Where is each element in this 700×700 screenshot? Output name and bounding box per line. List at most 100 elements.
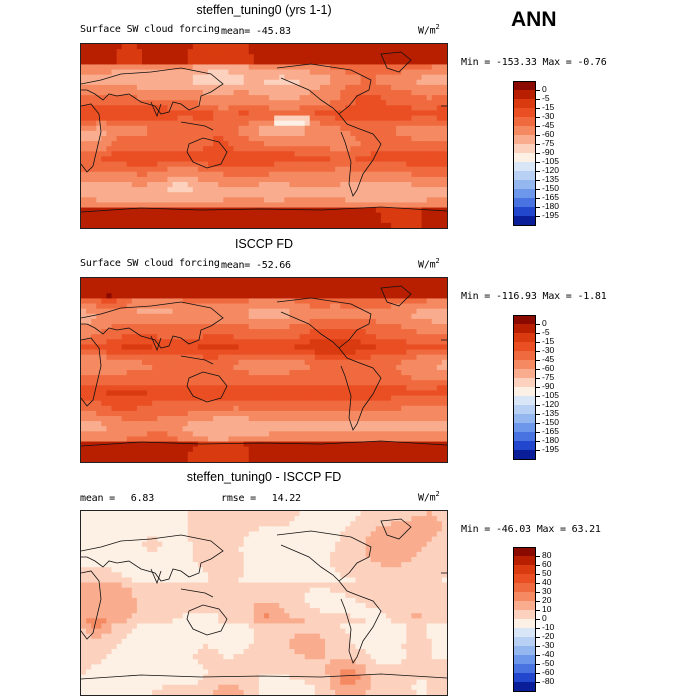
colorbar-tick xyxy=(536,216,540,217)
colorbar-swatch xyxy=(513,547,536,557)
colorbar-level-label: -120 xyxy=(542,165,560,175)
colorbar-level-label: 20 xyxy=(542,595,552,605)
colorbar-swatch xyxy=(513,592,536,602)
colorbar-tick xyxy=(536,162,540,163)
colorbar-tick xyxy=(536,342,540,343)
colorbar-swatch xyxy=(513,574,536,584)
colorbar-tick xyxy=(536,592,540,593)
panel-2-mean-value: -52.66 xyxy=(255,260,291,271)
colorbar-swatch xyxy=(513,619,536,629)
colorbar-level-label: -60 xyxy=(542,363,555,373)
colorbar-tick xyxy=(536,369,540,370)
colorbar-swatch xyxy=(513,450,536,460)
colorbar-swatch xyxy=(513,565,536,575)
colorbar-level-label: -195 xyxy=(542,444,560,454)
colorbar-level-label: -90 xyxy=(542,147,555,157)
panel-2-mean: mean= -52.66 xyxy=(221,260,291,271)
colorbar-tick xyxy=(536,637,540,638)
colorbar-swatch xyxy=(513,180,536,190)
colorbar-tick xyxy=(536,405,540,406)
colorbar-tick xyxy=(536,126,540,127)
colorbar-level-label: 30 xyxy=(542,586,552,596)
colorbar-level-label: -60 xyxy=(542,129,555,139)
colorbar-level-label: -5 xyxy=(542,93,550,103)
colorbar-swatch xyxy=(513,99,536,109)
colorbar-tick xyxy=(536,441,540,442)
units-text: W/m xyxy=(418,492,436,504)
colorbar-tick xyxy=(536,655,540,656)
colorbar-swatch xyxy=(513,90,536,100)
units-exponent: 2 xyxy=(435,490,440,498)
colorbar-tick xyxy=(536,207,540,208)
max-label: Max = xyxy=(536,524,566,535)
colorbar-swatch xyxy=(513,414,536,424)
colorbar-tick xyxy=(536,583,540,584)
colorbar-level-label: -30 xyxy=(542,640,555,650)
colorbar-swatch xyxy=(513,396,536,406)
colorbar-swatch xyxy=(513,405,536,415)
colorbar-swatch xyxy=(513,117,536,127)
panel-3-mean: mean = 6.83 xyxy=(80,493,154,504)
units-exponent: 2 xyxy=(435,257,440,265)
colorbar-level-label: -75 xyxy=(542,372,555,382)
panel-3-mean-label: mean = xyxy=(80,493,115,504)
colorbar-swatch xyxy=(513,198,536,208)
colorbar-level-label: -75 xyxy=(542,138,555,148)
panel-1-title: steffen_tuning0 (yrs 1-1) xyxy=(196,3,332,17)
panel-2-title: ISCCP FD xyxy=(234,237,294,251)
colorbar-tick xyxy=(536,387,540,388)
colorbar-swatch xyxy=(513,664,536,674)
colorbar-level-label: -50 xyxy=(542,658,555,668)
panel-3-rmse: rmse = 14.22 xyxy=(221,493,301,504)
colorbar-level-label: -105 xyxy=(542,156,560,166)
colorbar-tick xyxy=(536,610,540,611)
colorbar-tick xyxy=(536,108,540,109)
colorbar-tick xyxy=(536,432,540,433)
colorbar-swatch xyxy=(513,144,536,154)
colorbar-level-label: -180 xyxy=(542,201,560,211)
panel-3-map-field xyxy=(81,511,447,695)
panel-3-title: steffen_tuning0 - ISCCP FD xyxy=(186,470,342,484)
colorbar-swatch xyxy=(513,216,536,226)
colorbar-level-label: -120 xyxy=(542,399,560,409)
colorbar-level-label: -195 xyxy=(542,210,560,220)
min-value: -153.33 xyxy=(495,57,537,68)
min-value: -116.93 xyxy=(495,291,537,302)
colorbar-tick xyxy=(536,189,540,190)
colorbar-swatch xyxy=(513,207,536,217)
colorbar-swatch xyxy=(513,369,536,379)
colorbar-swatch xyxy=(513,189,536,199)
colorbar-level-label: -90 xyxy=(542,381,555,391)
colorbar-tick xyxy=(536,198,540,199)
colorbar-tick xyxy=(536,117,540,118)
colorbar-level-label: 0 xyxy=(542,84,547,94)
colorbar-swatch xyxy=(513,153,536,163)
colorbar-tick xyxy=(536,153,540,154)
max-label: Max = xyxy=(542,57,572,68)
colorbar-level-label: -10 xyxy=(542,622,555,632)
colorbar-tick xyxy=(536,171,540,172)
panel-3-units: W/m2 xyxy=(418,490,440,504)
panel-2-colorbar: 0 -5 -15 -30 -45 -60 -75 -90 -105 -120 -135 -150 -16… xyxy=(513,315,573,460)
panel-3-range: Min = -46.03 Max = 63.21 xyxy=(461,524,601,535)
panel-1-mean: mean= -45.83 xyxy=(221,26,291,37)
units-text: W/m xyxy=(418,25,436,37)
max-label: Max = xyxy=(542,291,572,302)
colorbar-tick xyxy=(536,135,540,136)
field-cells xyxy=(81,44,447,228)
panel-1-units: W/m2 xyxy=(418,23,440,37)
colorbar-level-label: -5 xyxy=(542,327,550,337)
colorbar-tick xyxy=(536,333,540,334)
panel-2-field-label: Surface SW cloud forcing xyxy=(80,258,220,269)
max-value: -0.76 xyxy=(577,57,607,68)
min-label: Min = xyxy=(461,291,491,302)
colorbar-swatch xyxy=(513,655,536,665)
colorbar-level-label: -20 xyxy=(542,631,555,641)
colorbar-swatch xyxy=(513,333,536,343)
colorbar-level-label: -135 xyxy=(542,408,560,418)
panel-1-range: Min = -153.33 Max = -0.76 xyxy=(461,57,607,68)
colorbar-swatch xyxy=(513,162,536,172)
colorbar-level-label: 60 xyxy=(542,559,552,569)
colorbar-swatch xyxy=(513,171,536,181)
panel-3-map xyxy=(80,510,448,696)
